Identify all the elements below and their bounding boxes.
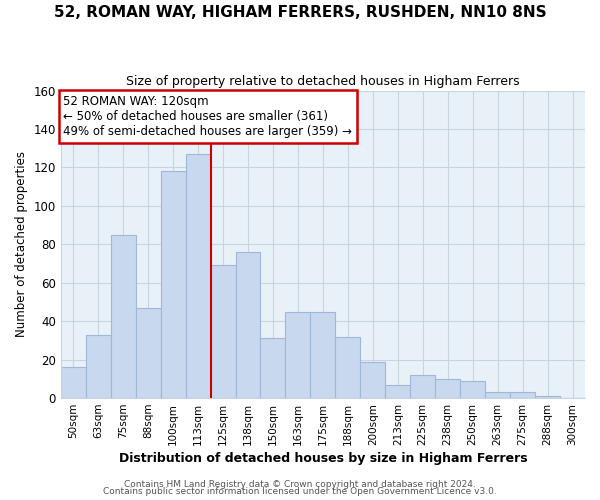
Bar (460, 381, 485, 398)
Text: Contains HM Land Registry data © Crown copyright and database right 2024.: Contains HM Land Registry data © Crown c… (124, 480, 476, 489)
Title: Size of property relative to detached houses in Higham Ferrers: Size of property relative to detached ho… (126, 75, 520, 88)
Bar (161, 172, 185, 398)
Bar (111, 234, 136, 398)
Bar (185, 154, 211, 398)
Bar (410, 375, 435, 398)
Bar (260, 338, 286, 398)
Bar (310, 312, 335, 398)
Bar (361, 362, 385, 398)
Y-axis label: Number of detached properties: Number of detached properties (15, 152, 28, 338)
Bar (385, 384, 410, 398)
Bar (335, 336, 361, 398)
Bar (136, 308, 161, 398)
Bar (86, 334, 111, 398)
Bar (61, 368, 86, 398)
Bar (211, 266, 236, 398)
Bar (236, 252, 260, 398)
Text: 52 ROMAN WAY: 120sqm
← 50% of detached houses are smaller (361)
49% of semi-deta: 52 ROMAN WAY: 120sqm ← 50% of detached h… (64, 95, 352, 138)
Bar (435, 379, 460, 398)
Bar (535, 396, 560, 398)
X-axis label: Distribution of detached houses by size in Higham Ferrers: Distribution of detached houses by size … (119, 452, 527, 465)
Bar (510, 392, 535, 398)
Text: Contains public sector information licensed under the Open Government Licence v3: Contains public sector information licen… (103, 487, 497, 496)
Bar (485, 392, 510, 398)
Text: 52, ROMAN WAY, HIGHAM FERRERS, RUSHDEN, NN10 8NS: 52, ROMAN WAY, HIGHAM FERRERS, RUSHDEN, … (53, 5, 547, 20)
Bar (286, 312, 310, 398)
